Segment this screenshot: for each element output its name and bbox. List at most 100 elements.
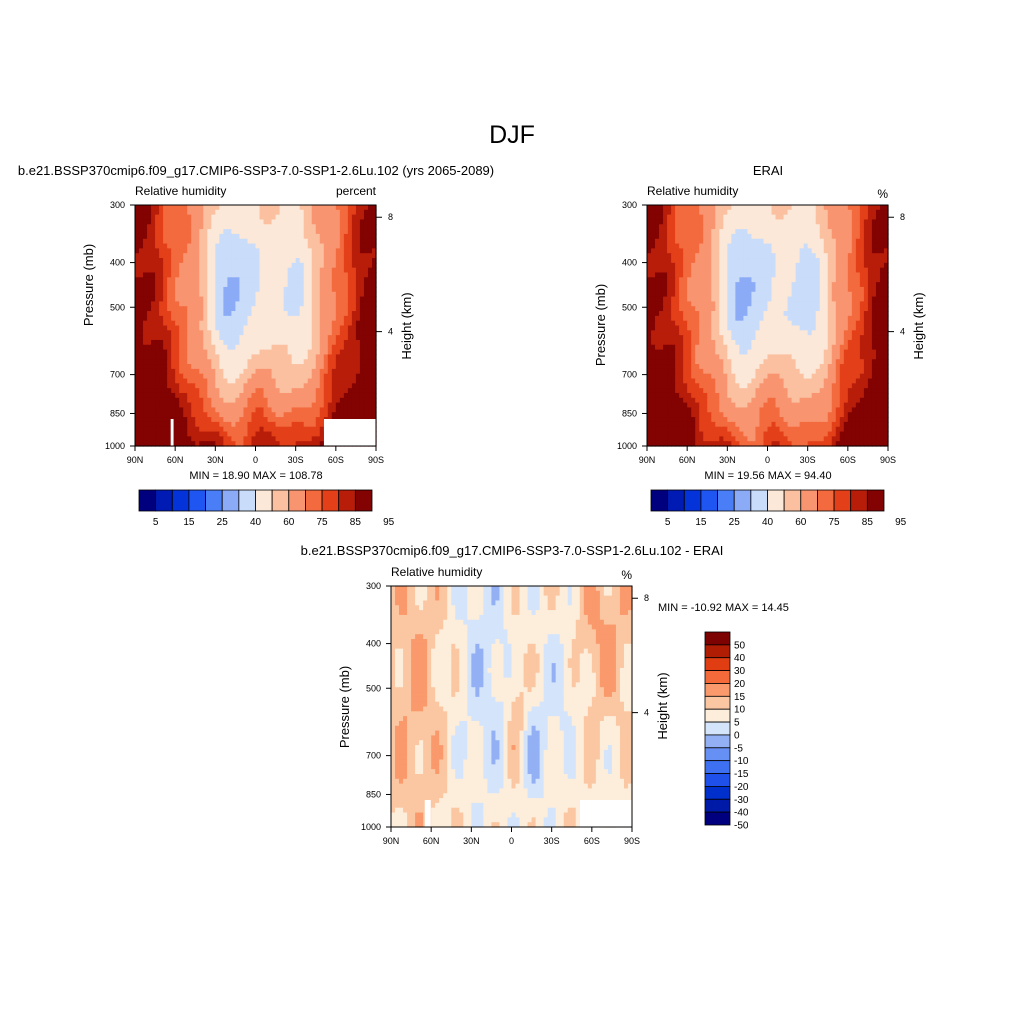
contour-cell bbox=[723, 238, 728, 245]
contour-cell bbox=[839, 291, 845, 298]
contour-cell bbox=[223, 224, 228, 230]
contour-cell bbox=[211, 315, 216, 322]
contour-cell bbox=[695, 354, 700, 360]
contour-cell bbox=[727, 320, 732, 327]
contour-cell bbox=[267, 272, 273, 278]
contour-cell bbox=[139, 426, 144, 433]
contour-cell bbox=[803, 214, 809, 221]
contour-cell bbox=[259, 431, 265, 437]
contour-cell bbox=[179, 315, 184, 322]
contour-cell bbox=[675, 296, 680, 302]
contour-cell bbox=[839, 238, 845, 245]
contour-cell bbox=[227, 291, 232, 298]
contour-cell bbox=[227, 315, 232, 322]
contour-cell bbox=[191, 417, 196, 423]
contour-cell bbox=[263, 392, 269, 399]
contour-cell bbox=[775, 282, 781, 288]
contour-cell bbox=[163, 330, 168, 336]
contour-cell bbox=[847, 330, 853, 336]
contour-cell bbox=[259, 214, 265, 221]
contour-cell bbox=[751, 301, 757, 307]
contour-cell bbox=[211, 233, 216, 240]
contour-cell bbox=[879, 272, 885, 278]
contour-cell bbox=[275, 209, 281, 216]
contour-cell bbox=[227, 392, 232, 399]
contour-cell bbox=[843, 238, 849, 245]
contour-cell bbox=[811, 330, 817, 336]
contour-cell bbox=[771, 229, 777, 235]
contour-cell bbox=[283, 291, 289, 298]
contour-cell bbox=[195, 286, 200, 293]
contour-cell bbox=[139, 397, 144, 404]
contour-cell bbox=[767, 214, 773, 221]
contour-cell bbox=[187, 267, 192, 274]
contour-cell bbox=[679, 258, 684, 264]
contour-cell bbox=[319, 286, 325, 293]
contour-cell bbox=[159, 224, 164, 230]
contour-cell bbox=[335, 397, 341, 404]
contour-cell bbox=[331, 364, 337, 370]
contour-cell bbox=[771, 205, 777, 211]
contour-cell bbox=[147, 243, 152, 249]
contour-cell bbox=[287, 402, 293, 409]
contour-cell bbox=[363, 238, 369, 245]
contour-cell bbox=[367, 412, 373, 418]
contour-cell bbox=[763, 224, 769, 230]
contour-cell bbox=[207, 436, 212, 442]
contour-cell bbox=[195, 248, 200, 254]
contour-cell bbox=[775, 335, 781, 341]
contour-cell bbox=[827, 272, 833, 278]
contour-cell bbox=[271, 402, 277, 409]
contour-cell bbox=[147, 296, 152, 302]
contour-cell bbox=[163, 224, 168, 230]
contour-cell bbox=[823, 277, 829, 283]
contour-cell bbox=[811, 301, 817, 307]
contour-cell bbox=[199, 214, 204, 221]
contour-cell bbox=[767, 335, 773, 341]
contour-cell bbox=[159, 286, 164, 293]
contour-cell bbox=[775, 277, 781, 283]
contour-cell bbox=[263, 253, 269, 259]
contour-cell bbox=[791, 286, 797, 293]
contour-cell bbox=[255, 383, 261, 389]
contour-cell bbox=[235, 306, 241, 312]
contour-cell bbox=[151, 436, 156, 442]
contour-cell bbox=[735, 277, 740, 283]
contour-cell bbox=[207, 214, 212, 221]
contour-cell bbox=[135, 296, 140, 302]
contour-cell bbox=[843, 282, 849, 288]
contour-cell bbox=[843, 339, 849, 346]
contour-cell bbox=[779, 243, 785, 249]
contour-cell bbox=[771, 238, 777, 245]
contour-cell bbox=[343, 392, 349, 399]
contour-cell bbox=[167, 392, 172, 399]
contour-cell bbox=[199, 388, 204, 394]
contour-cell bbox=[163, 368, 168, 375]
contour-cell bbox=[807, 286, 813, 293]
contour-cell bbox=[799, 205, 805, 211]
contour-cell bbox=[155, 320, 160, 327]
contour-cell bbox=[783, 296, 789, 302]
contour-cell bbox=[867, 233, 873, 240]
contour-cell bbox=[227, 311, 232, 317]
contour-cell bbox=[243, 253, 249, 259]
contour-cell bbox=[323, 219, 329, 225]
contour-cell bbox=[323, 320, 329, 327]
contour-cell bbox=[367, 296, 373, 302]
contour-cell bbox=[867, 238, 873, 245]
contour-cell bbox=[159, 339, 164, 346]
contour-cell bbox=[779, 315, 785, 322]
contour-cell bbox=[259, 359, 265, 365]
contour-cell bbox=[279, 233, 285, 240]
contour-cell bbox=[251, 359, 257, 365]
contour-cell bbox=[303, 219, 309, 225]
contour-cell bbox=[787, 205, 793, 211]
contour-cell bbox=[343, 315, 349, 322]
contour-cell bbox=[347, 286, 353, 293]
contour-cell bbox=[647, 359, 652, 365]
contour-cell bbox=[163, 311, 168, 317]
contour-cell bbox=[287, 397, 293, 404]
contour-cell bbox=[199, 426, 204, 433]
contour-cell bbox=[163, 258, 168, 264]
contour-cell bbox=[699, 286, 704, 293]
